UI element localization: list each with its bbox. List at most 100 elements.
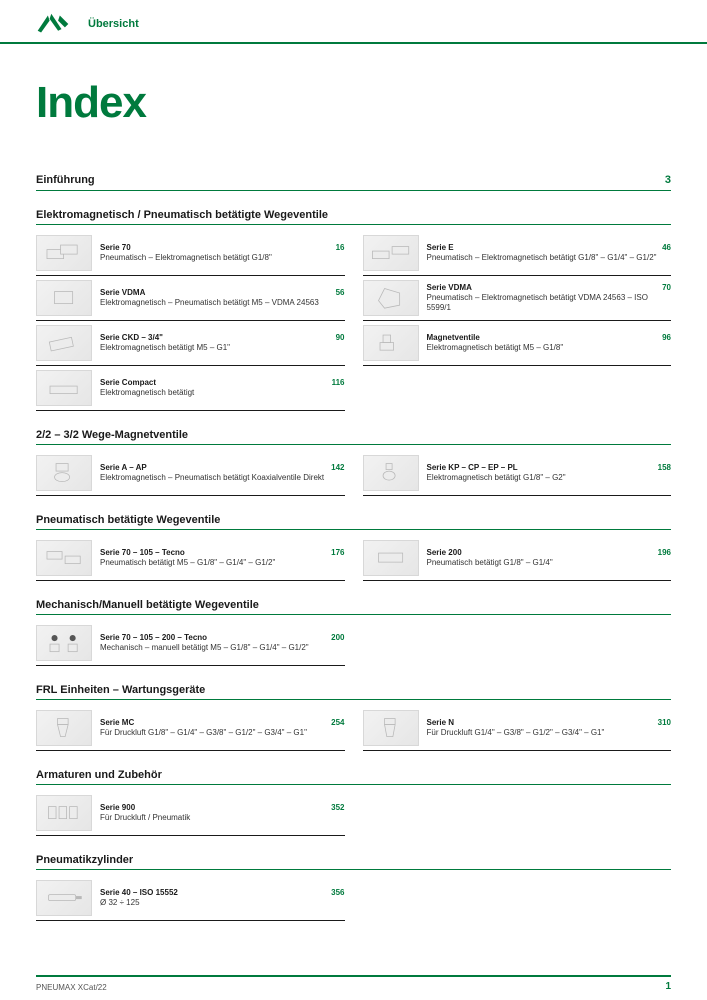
entry-body: Serie E 46 Pneumatisch – Elektromagnetis… (427, 235, 672, 271)
section-title: 2/2 – 3/2 Wege-Magnetventile (36, 429, 671, 445)
page-footer: PNEUMAX XCat/22 1 (36, 975, 671, 992)
entry-name: Serie 70 – 105 – Tecno (100, 548, 185, 558)
index-entry: Serie 200 196 Pneumatisch betätigt G1/8"… (363, 536, 672, 581)
entry-body: Serie 70 16 Pneumatisch – Elektromagneti… (100, 235, 345, 271)
product-thumb-icon (36, 325, 92, 361)
entry-page-number: 158 (652, 463, 671, 473)
section-column-left: Serie 40 – ISO 15552 356 Ø 32 ÷ 125 (36, 876, 345, 921)
index-entry: Magnetventile 96 Elektromagnetisch betät… (363, 321, 672, 366)
page-title: Index (36, 78, 671, 128)
product-thumb-icon (36, 280, 92, 316)
index-entry: Serie A – AP 142 Elektromagnetisch – Pne… (36, 451, 345, 496)
section-column-left: Serie A – AP 142 Elektromagnetisch – Pne… (36, 451, 345, 496)
index-entry: Serie KP – CP – EP – PL 158 Elektromagne… (363, 451, 672, 496)
entry-page-number: 142 (325, 463, 344, 473)
intro-page-number: 3 (665, 174, 671, 186)
product-thumb-icon (36, 880, 92, 916)
entry-page-number: 254 (325, 718, 344, 728)
entry-description: Ø 32 ÷ 125 (100, 898, 345, 908)
entry-body: Serie VDMA 56 Elektromagnetisch – Pneuma… (100, 280, 345, 316)
index-entry: Serie 70 – 105 – 200 – Tecno 200 Mechani… (36, 621, 345, 666)
section-column-left: Serie 70 16 Pneumatisch – Elektromagneti… (36, 231, 345, 411)
entry-page-number: 352 (325, 803, 344, 813)
entry-description: Pneumatisch – Elektromagnetisch betätigt… (427, 293, 672, 313)
entry-name: Serie N (427, 718, 455, 728)
intro-row: Einführung 3 (36, 174, 671, 191)
product-thumb-icon (36, 235, 92, 271)
entry-body: Serie VDMA 70 Pneumatisch – Elektromagne… (427, 280, 672, 316)
entry-description: Elektromagnetisch betätigt (100, 388, 345, 398)
index-entry: Serie MC 254 Für Druckluft G1/8" – G1/4"… (36, 706, 345, 751)
product-thumb-icon (363, 455, 419, 491)
index-entry: Serie 40 – ISO 15552 356 Ø 32 ÷ 125 (36, 876, 345, 921)
index-entry: Serie CKD – 3/4" 90 Elektromagnetisch be… (36, 321, 345, 366)
entry-page-number: 116 (326, 378, 345, 388)
index-section: Pneumatisch betätigte Wegeventile Serie … (36, 514, 671, 581)
section-column-right: Serie N 310 Für Druckluft G1/4" – G3/8" … (363, 706, 672, 751)
index-section: Armaturen und Zubehör Serie 900 352 Für … (36, 769, 671, 836)
entry-body: Serie 200 196 Pneumatisch betätigt G1/8"… (427, 540, 672, 576)
intro-label: Einführung (36, 174, 95, 186)
entry-page-number: 96 (656, 333, 671, 343)
entry-body: Serie 70 – 105 – Tecno 176 Pneumatisch b… (100, 540, 345, 576)
section-column-right (363, 791, 672, 836)
entry-description: Pneumatisch – Elektromagnetisch betätigt… (427, 253, 672, 263)
entry-name: Serie A – AP (100, 463, 147, 473)
entry-page-number: 16 (330, 243, 345, 253)
section-column-left: Serie 70 – 105 – 200 – Tecno 200 Mechani… (36, 621, 345, 666)
entry-name: Magnetventile (427, 333, 480, 343)
entry-page-number: 90 (330, 333, 345, 343)
entry-body: Serie A – AP 142 Elektromagnetisch – Pne… (100, 455, 345, 491)
entry-page-number: 310 (652, 718, 671, 728)
index-entry: Serie 70 16 Pneumatisch – Elektromagneti… (36, 231, 345, 276)
entry-name: Serie 70 – 105 – 200 – Tecno (100, 633, 207, 643)
entry-name: Serie MC (100, 718, 134, 728)
entry-description: Elektromagnetisch betätigt M5 – G1/8" (427, 343, 672, 353)
entry-name: Serie 40 – ISO 15552 (100, 888, 178, 898)
footer-page-number: 1 (665, 981, 671, 992)
entry-description: Mechanisch – manuell betätigt M5 – G1/8"… (100, 643, 345, 653)
entry-page-number: 176 (325, 548, 344, 558)
entry-description: Pneumatisch betätigt M5 – G1/8" – G1/4" … (100, 558, 345, 568)
entry-name: Serie E (427, 243, 454, 253)
section-column-right: Serie 200 196 Pneumatisch betätigt G1/8"… (363, 536, 672, 581)
entry-body: Serie CKD – 3/4" 90 Elektromagnetisch be… (100, 325, 345, 361)
section-title: Elektromagnetisch / Pneumatisch betätigt… (36, 209, 671, 225)
entry-page-number: 56 (330, 288, 345, 298)
entry-name: Serie 900 (100, 803, 135, 813)
product-thumb-icon (36, 795, 92, 831)
entry-name: Serie VDMA (427, 283, 472, 293)
section-title: Pneumatisch betätigte Wegeventile (36, 514, 671, 530)
index-section: Pneumatikzylinder Serie 40 – ISO 15552 3… (36, 854, 671, 921)
entry-description: Für Druckluft G1/8" – G1/4" – G3/8" – G1… (100, 728, 345, 738)
entry-body: Serie MC 254 Für Druckluft G1/8" – G1/4"… (100, 710, 345, 746)
header-overline: Übersicht (88, 18, 139, 30)
index-entry: Serie 900 352 Für Druckluft / Pneumatik (36, 791, 345, 836)
index-entry: Serie N 310 Für Druckluft G1/4" – G3/8" … (363, 706, 672, 751)
product-thumb-icon (363, 280, 419, 316)
section-title: Pneumatikzylinder (36, 854, 671, 870)
section-column-right: Serie KP – CP – EP – PL 158 Elektromagne… (363, 451, 672, 496)
entry-body: Serie N 310 Für Druckluft G1/4" – G3/8" … (427, 710, 672, 746)
product-thumb-icon (36, 455, 92, 491)
section-column-right: Serie E 46 Pneumatisch – Elektromagnetis… (363, 231, 672, 411)
index-section: 2/2 – 3/2 Wege-Magnetventile Serie A – A… (36, 429, 671, 496)
product-thumb-icon (36, 710, 92, 746)
entry-name: Serie 200 (427, 548, 462, 558)
entry-description: Elektromagnetisch betätigt M5 – G1" (100, 343, 345, 353)
entry-name: Serie CKD – 3/4" (100, 333, 163, 343)
entry-body: Serie Compact 116 Elektromagnetisch betä… (100, 370, 345, 406)
entry-page-number: 46 (656, 243, 671, 253)
index-section: FRL Einheiten – Wartungsgeräte Serie MC … (36, 684, 671, 751)
entry-body: Serie KP – CP – EP – PL 158 Elektromagne… (427, 455, 672, 491)
footer-catalog-id: PNEUMAX XCat/22 (36, 983, 107, 992)
index-entry: Serie VDMA 56 Elektromagnetisch – Pneuma… (36, 276, 345, 321)
product-thumb-icon (363, 710, 419, 746)
product-thumb-icon (36, 370, 92, 406)
brand-logo-icon (36, 12, 70, 36)
index-entry: Serie VDMA 70 Pneumatisch – Elektromagne… (363, 276, 672, 321)
entry-body: Serie 40 – ISO 15552 356 Ø 32 ÷ 125 (100, 880, 345, 916)
product-thumb-icon (36, 625, 92, 661)
section-column-left: Serie 70 – 105 – Tecno 176 Pneumatisch b… (36, 536, 345, 581)
section-title: Mechanisch/Manuell betätigte Wegeventile (36, 599, 671, 615)
